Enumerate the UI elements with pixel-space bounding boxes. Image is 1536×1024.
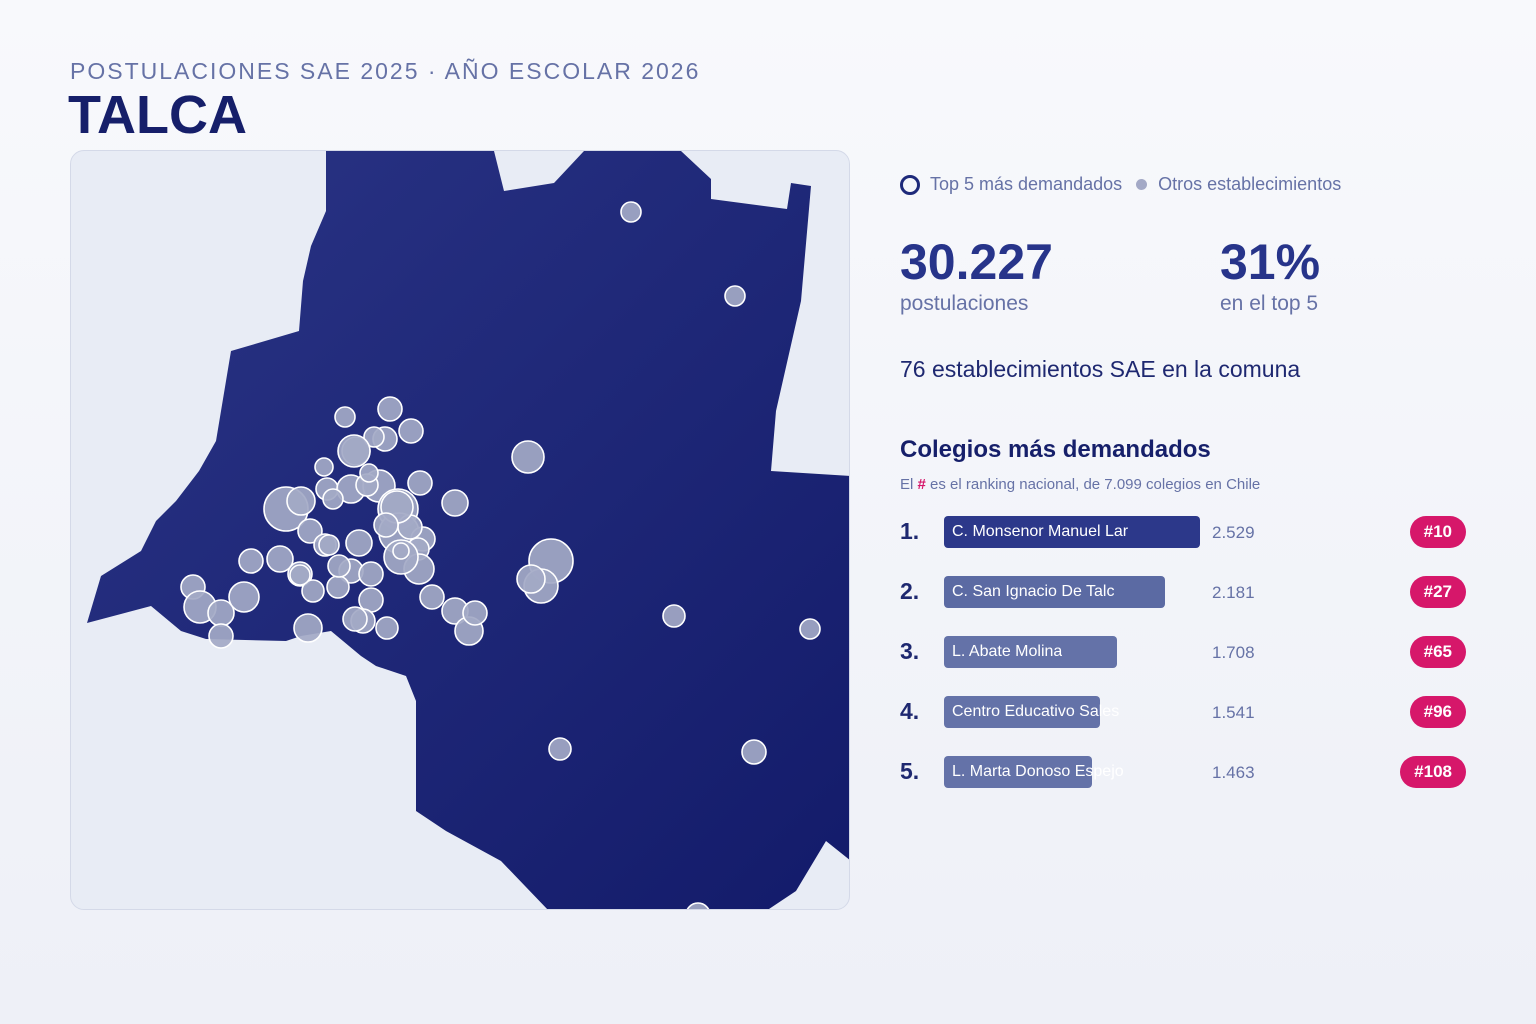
applications-count: 1.708: [1212, 643, 1255, 662]
school-marker[interactable]: [441, 489, 469, 517]
applications-label: postulaciones: [900, 292, 1029, 315]
school-marker[interactable]: [462, 600, 488, 626]
top5-share-value: 31%: [1220, 234, 1321, 290]
school-marker[interactable]: [363, 426, 385, 448]
rank-number: 1.: [900, 518, 920, 544]
rank-number: 4.: [900, 698, 920, 724]
ranking-row[interactable]: 5. L. Marta Donoso Espejo 1.463 #108: [900, 756, 1470, 788]
school-marker[interactable]: [318, 534, 340, 556]
school-marker[interactable]: [373, 512, 399, 538]
national-rank-badge: #65: [1409, 636, 1466, 668]
ranking-row[interactable]: 2. C. San Ignacio De Talc 2.181 #27: [900, 576, 1470, 608]
stat-applications: 30.227 postulaciones: [900, 232, 1053, 316]
school-markers[interactable]: [180, 201, 821, 910]
school-marker[interactable]: [377, 396, 403, 422]
school-marker[interactable]: [289, 564, 311, 586]
rank-number: 2.: [900, 578, 920, 604]
demand-bar: [944, 756, 1092, 788]
top5-share-label: en el top 5: [1220, 292, 1319, 315]
school-marker[interactable]: [407, 470, 433, 496]
school-marker[interactable]: [358, 561, 384, 587]
school-marker[interactable]: [337, 434, 371, 468]
applications-value: 30.227: [900, 234, 1053, 290]
school-marker[interactable]: [322, 488, 344, 510]
national-rank-badge: #27: [1409, 576, 1466, 608]
school-name: Centro Educativo Sales: [952, 703, 1120, 720]
school-marker[interactable]: [419, 584, 445, 610]
school-marker[interactable]: [327, 554, 351, 578]
school-marker[interactable]: [293, 613, 323, 643]
applications-count: 2.529: [1212, 523, 1255, 542]
applications-count: 1.541: [1212, 703, 1255, 722]
school-marker[interactable]: [297, 518, 323, 544]
map-legend: Top 5 más demandados Otros establecimien…: [900, 174, 1341, 195]
national-rank-badge: #10: [1409, 516, 1466, 548]
commune-map[interactable]: [70, 150, 850, 910]
ranking-note-prefix: El: [900, 476, 914, 493]
school-name: C. Monsenor Manuel Lar: [952, 523, 1129, 540]
school-name: L. Marta Donoso Espejo: [952, 763, 1124, 780]
map-svg: [87, 151, 849, 910]
school-marker[interactable]: [359, 463, 379, 483]
establishments-count: 76 establecimientos SAE en la comuna: [900, 356, 1301, 382]
ranking-row[interactable]: 4. Centro Educativo Sales 1.541 #96: [900, 696, 1470, 728]
school-marker[interactable]: [548, 737, 572, 761]
rank-number: 5.: [900, 758, 920, 784]
stat-top5-share: 31% en el top 5: [1220, 232, 1320, 316]
school-marker[interactable]: [398, 418, 424, 444]
school-name: C. San Ignacio De Talc: [952, 583, 1115, 600]
demand-bar: [944, 636, 1117, 668]
commune-boundary: [87, 151, 849, 909]
school-marker[interactable]: [375, 616, 399, 640]
demand-bar: [944, 696, 1100, 728]
top5-ring-icon: [900, 174, 920, 195]
others-dot-icon: [1136, 179, 1148, 190]
school-name: L. Abate Molina: [952, 643, 1063, 660]
school-marker[interactable]: [208, 623, 234, 649]
school-marker[interactable]: [799, 618, 821, 640]
school-marker[interactable]: [516, 564, 546, 594]
national-rank-badge: #96: [1409, 696, 1466, 728]
school-marker[interactable]: [228, 581, 260, 613]
school-marker[interactable]: [238, 548, 264, 574]
school-marker[interactable]: [686, 902, 710, 910]
ranking-note-hash: #: [917, 476, 926, 493]
page-title: TALCA: [68, 85, 247, 145]
school-marker[interactable]: [326, 575, 350, 599]
school-marker[interactable]: [724, 285, 746, 307]
school-marker[interactable]: [741, 739, 767, 765]
rank-number: 3.: [900, 638, 920, 664]
national-rank-badge: #108: [1400, 756, 1466, 788]
school-marker[interactable]: [334, 406, 356, 428]
ranking-row[interactable]: 3. L. Abate Molina 1.708 #65: [900, 636, 1470, 668]
page-kicker: POSTULACIONES SAE 2025 · AÑO ESCOLAR 202…: [70, 58, 701, 84]
ranking-row[interactable]: 1. C. Monsenor Manuel Lar 2.529 #10: [900, 516, 1470, 548]
school-marker[interactable]: [342, 606, 368, 632]
school-marker[interactable]: [662, 604, 686, 628]
applications-count: 2.181: [1212, 583, 1255, 602]
school-marker[interactable]: [314, 457, 334, 477]
ranking-title: Colegios más demandados: [900, 436, 1211, 463]
school-marker[interactable]: [511, 440, 545, 474]
school-marker[interactable]: [286, 486, 316, 516]
school-marker[interactable]: [301, 579, 325, 603]
school-marker[interactable]: [266, 545, 294, 573]
legend-top5-label: Top 5 más demandados: [930, 174, 1123, 194]
school-marker[interactable]: [345, 529, 373, 557]
ranking-note: El # es el ranking nacional, de 7.099 co…: [900, 476, 1260, 493]
school-marker[interactable]: [620, 201, 642, 223]
demand-bar: [944, 516, 1200, 548]
demand-bar: [944, 576, 1165, 608]
applications-count: 1.463: [1212, 763, 1255, 782]
ranking-note-suffix: es el ranking nacional, de 7.099 colegio…: [930, 476, 1261, 493]
legend-others-label: Otros establecimientos: [1158, 174, 1342, 194]
school-marker[interactable]: [392, 542, 410, 560]
